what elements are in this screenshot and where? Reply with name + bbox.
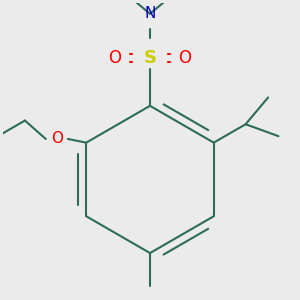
Text: O: O — [51, 131, 63, 146]
Text: O: O — [178, 49, 191, 67]
Text: N: N — [144, 6, 156, 21]
Text: O: O — [109, 49, 122, 67]
Text: S: S — [143, 49, 157, 67]
